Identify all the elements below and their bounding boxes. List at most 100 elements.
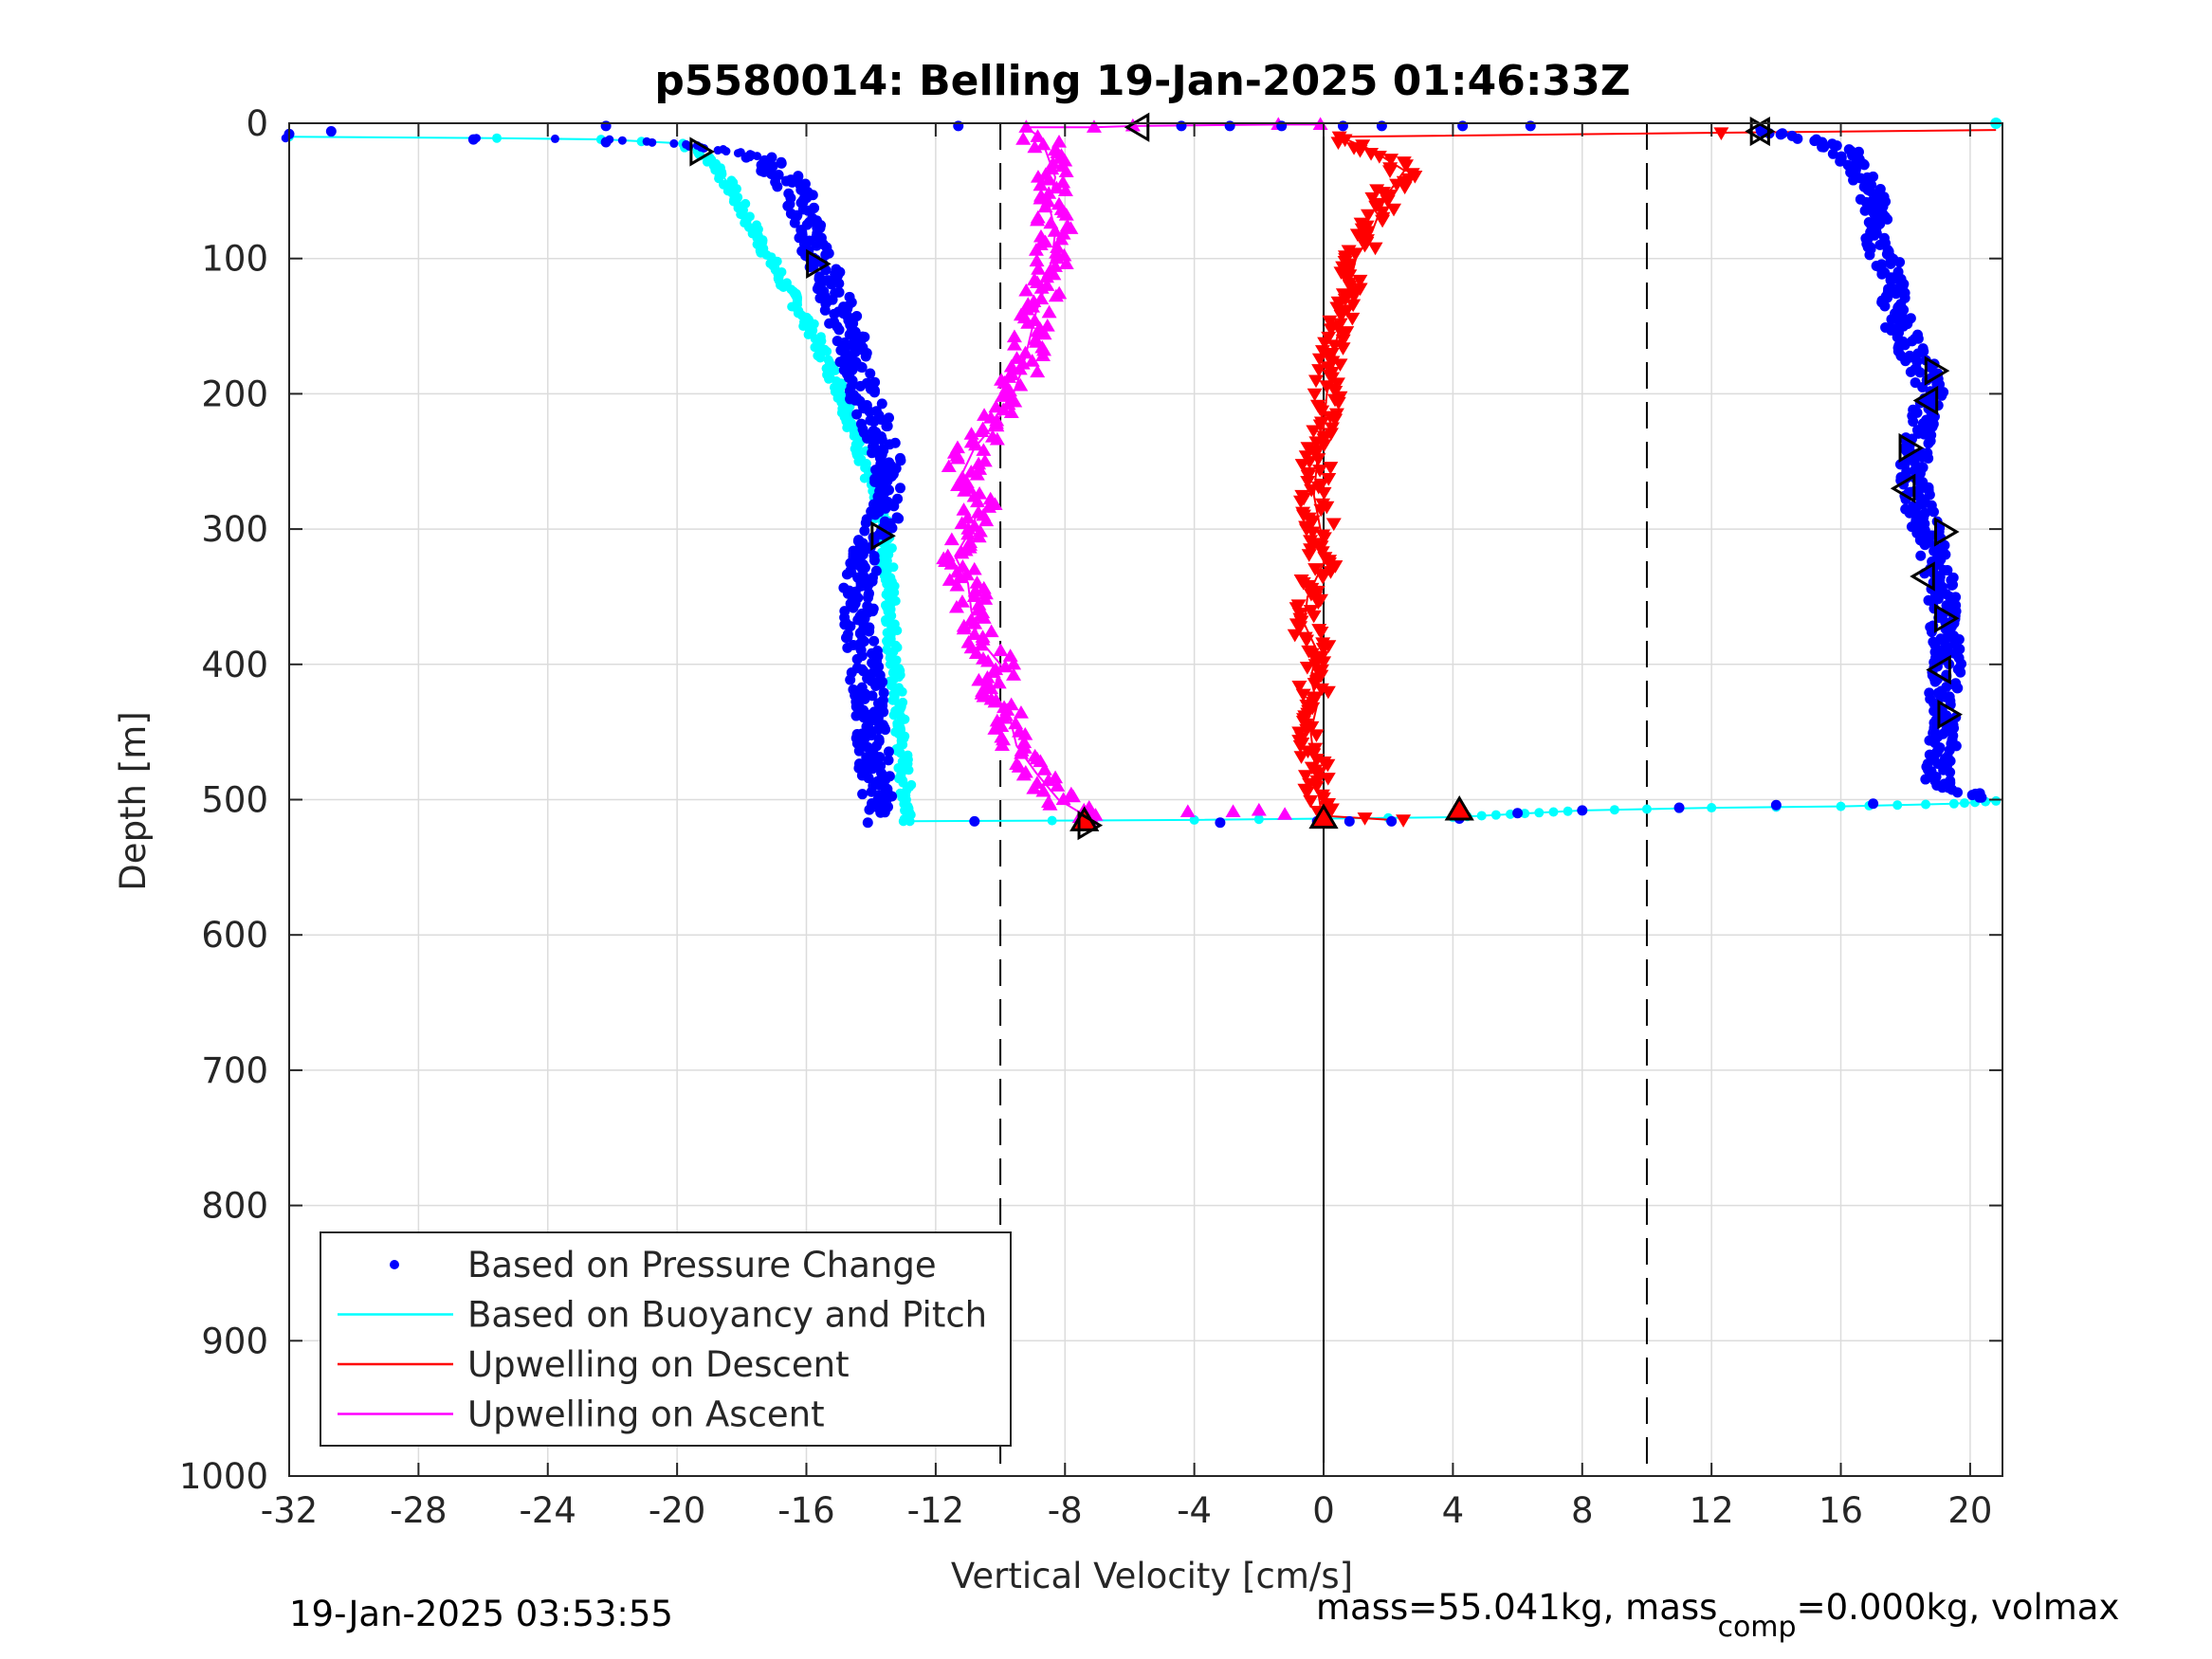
pressure-change-point — [865, 368, 876, 379]
upwelling-descent-point — [1316, 532, 1332, 546]
pressure-change-point — [853, 745, 865, 757]
upwelling-ascent-point — [1036, 762, 1052, 775]
upwelling-ascent-point — [1030, 129, 1046, 142]
turn-marker — [1124, 112, 1150, 142]
pressure-change-point — [1915, 550, 1927, 561]
upwelling-ascent-point — [1013, 377, 1029, 392]
upwelling-descent-point — [1311, 767, 1327, 780]
pressure-change-point — [550, 134, 559, 143]
pressure-change-point — [820, 249, 832, 261]
buoyancy-pitch-point — [1991, 795, 2002, 806]
buoyancy-pitch-point — [492, 133, 503, 143]
buoyancy-pitch-point — [778, 282, 789, 292]
turn-marker — [806, 248, 832, 280]
upwelling-ascent-point — [1041, 186, 1057, 199]
pressure-change-point — [860, 351, 871, 362]
pressure-change-point — [1950, 678, 1962, 689]
y-tick-label: 300 — [201, 509, 268, 550]
pressure-change-point — [868, 635, 880, 647]
upwelling-ascent-point — [969, 575, 985, 589]
buoyancy-pitch-point — [1476, 811, 1487, 821]
pressure-change-point — [753, 152, 762, 161]
pressure-change-point — [851, 409, 863, 420]
upwelling-descent-point — [1330, 137, 1346, 150]
pressure-change-point — [870, 680, 882, 691]
upwelling-ascent-point — [1039, 319, 1055, 332]
pressure-change-point — [1777, 128, 1788, 139]
upwelling-ascent-point — [1002, 648, 1018, 662]
buoyancy-pitch-point — [859, 473, 869, 483]
y-tick-label: 0 — [246, 103, 268, 144]
x-tick-label: 4 — [1442, 1490, 1465, 1531]
upwelling-descent-point — [1312, 465, 1328, 478]
upwelling-descent-point — [1301, 549, 1317, 562]
upwelling-descent-point — [1310, 596, 1326, 611]
buoyancy-pitch-point — [888, 710, 899, 720]
pressure-change-point — [1836, 151, 1847, 162]
upwelling-descent-point — [1367, 242, 1383, 256]
pressure-change-point — [844, 339, 855, 351]
upwelling-descent-point — [1323, 323, 1339, 337]
upwelling-descent-point — [1308, 780, 1325, 794]
upwelling-descent-point — [1291, 681, 1307, 694]
upwelling-ascent-point — [1225, 804, 1241, 817]
upwelling-ascent-point — [1017, 345, 1033, 359]
pressure-change-point — [1344, 815, 1355, 827]
pressure-change-point — [1868, 171, 1879, 182]
upwelling-ascent-point — [1006, 656, 1022, 670]
pressure-change-point — [819, 304, 831, 316]
x-tick-label: -12 — [907, 1490, 964, 1531]
upwelling-descent-point — [1316, 486, 1332, 501]
upwelling-ascent-point — [979, 678, 996, 692]
pressure-change-point — [895, 483, 906, 494]
upwelling-ascent-point — [993, 643, 1009, 657]
turn-marker — [1924, 356, 1950, 386]
upwelling-ascent-point — [1031, 262, 1047, 275]
pressure-change-point — [1876, 259, 1888, 270]
pressure-change-point — [1916, 461, 1928, 472]
buoyancy-pitch-point — [1959, 798, 1969, 809]
upwelling-ascent-point — [1045, 155, 1061, 170]
upwelling-ascent-point — [1015, 132, 1032, 145]
upwelling-ascent-point — [949, 578, 965, 592]
turn-marker — [1898, 432, 1925, 464]
upwelling-ascent-point — [1024, 354, 1040, 367]
upwelling-ascent-point — [1006, 667, 1022, 681]
x-tick-label: 8 — [1571, 1490, 1594, 1531]
y-tick-label: 200 — [201, 374, 268, 414]
legend-marker-dot — [390, 1260, 399, 1269]
upwelling-descent-point — [1293, 751, 1309, 764]
legend-entry-label: Upwelling on Descent — [467, 1344, 850, 1385]
upwelling-ascent-point — [1059, 218, 1075, 232]
tick-labels: -32 -28 -24 -20 -16 -12 -8 -4 0 4 8 12 16 20010020030… — [179, 103, 2002, 1531]
upwelling-ascent-point — [963, 434, 979, 448]
y-tick-label: 400 — [201, 645, 268, 685]
pressure-change-point — [845, 621, 856, 632]
upwelling-ascent-point — [1028, 332, 1044, 345]
turn-marker — [1910, 561, 1935, 592]
upwelling-descent-point — [1375, 214, 1391, 228]
footer-mass-info: mass=55.041kg, masscomp=0.000kg, volmax — [1316, 1587, 2119, 1644]
buoyancy-pitch-point — [803, 329, 814, 339]
upwelling-descent-point — [1371, 151, 1387, 164]
upwelling-ascent-point — [1051, 134, 1068, 148]
buoyancy-pitch-point — [1641, 804, 1652, 814]
upwelling-descent-point — [1361, 209, 1377, 223]
upwelling-ascent-point — [1055, 174, 1071, 189]
pressure-change-point — [1880, 321, 1892, 333]
x-tick-label: -32 — [261, 1490, 318, 1531]
upwelling-ascent-point — [1047, 224, 1063, 237]
pressure-change-point — [722, 147, 731, 156]
upwelling-ascent-point — [1251, 802, 1267, 816]
buoyancy-pitch-line — [288, 136, 1997, 823]
pressure-change-point — [772, 181, 783, 192]
pressure-change-point — [811, 240, 822, 251]
buoyancy-pitch-point — [1534, 808, 1545, 818]
pressure-change-point — [833, 278, 845, 289]
upwelling-descent-point — [1299, 786, 1315, 800]
upwelling-descent-point — [1332, 358, 1348, 373]
buoyancy-pitch-point — [1490, 810, 1501, 820]
pressure-change-point — [1947, 730, 1959, 741]
upwelling-ascent-point — [1018, 283, 1034, 297]
